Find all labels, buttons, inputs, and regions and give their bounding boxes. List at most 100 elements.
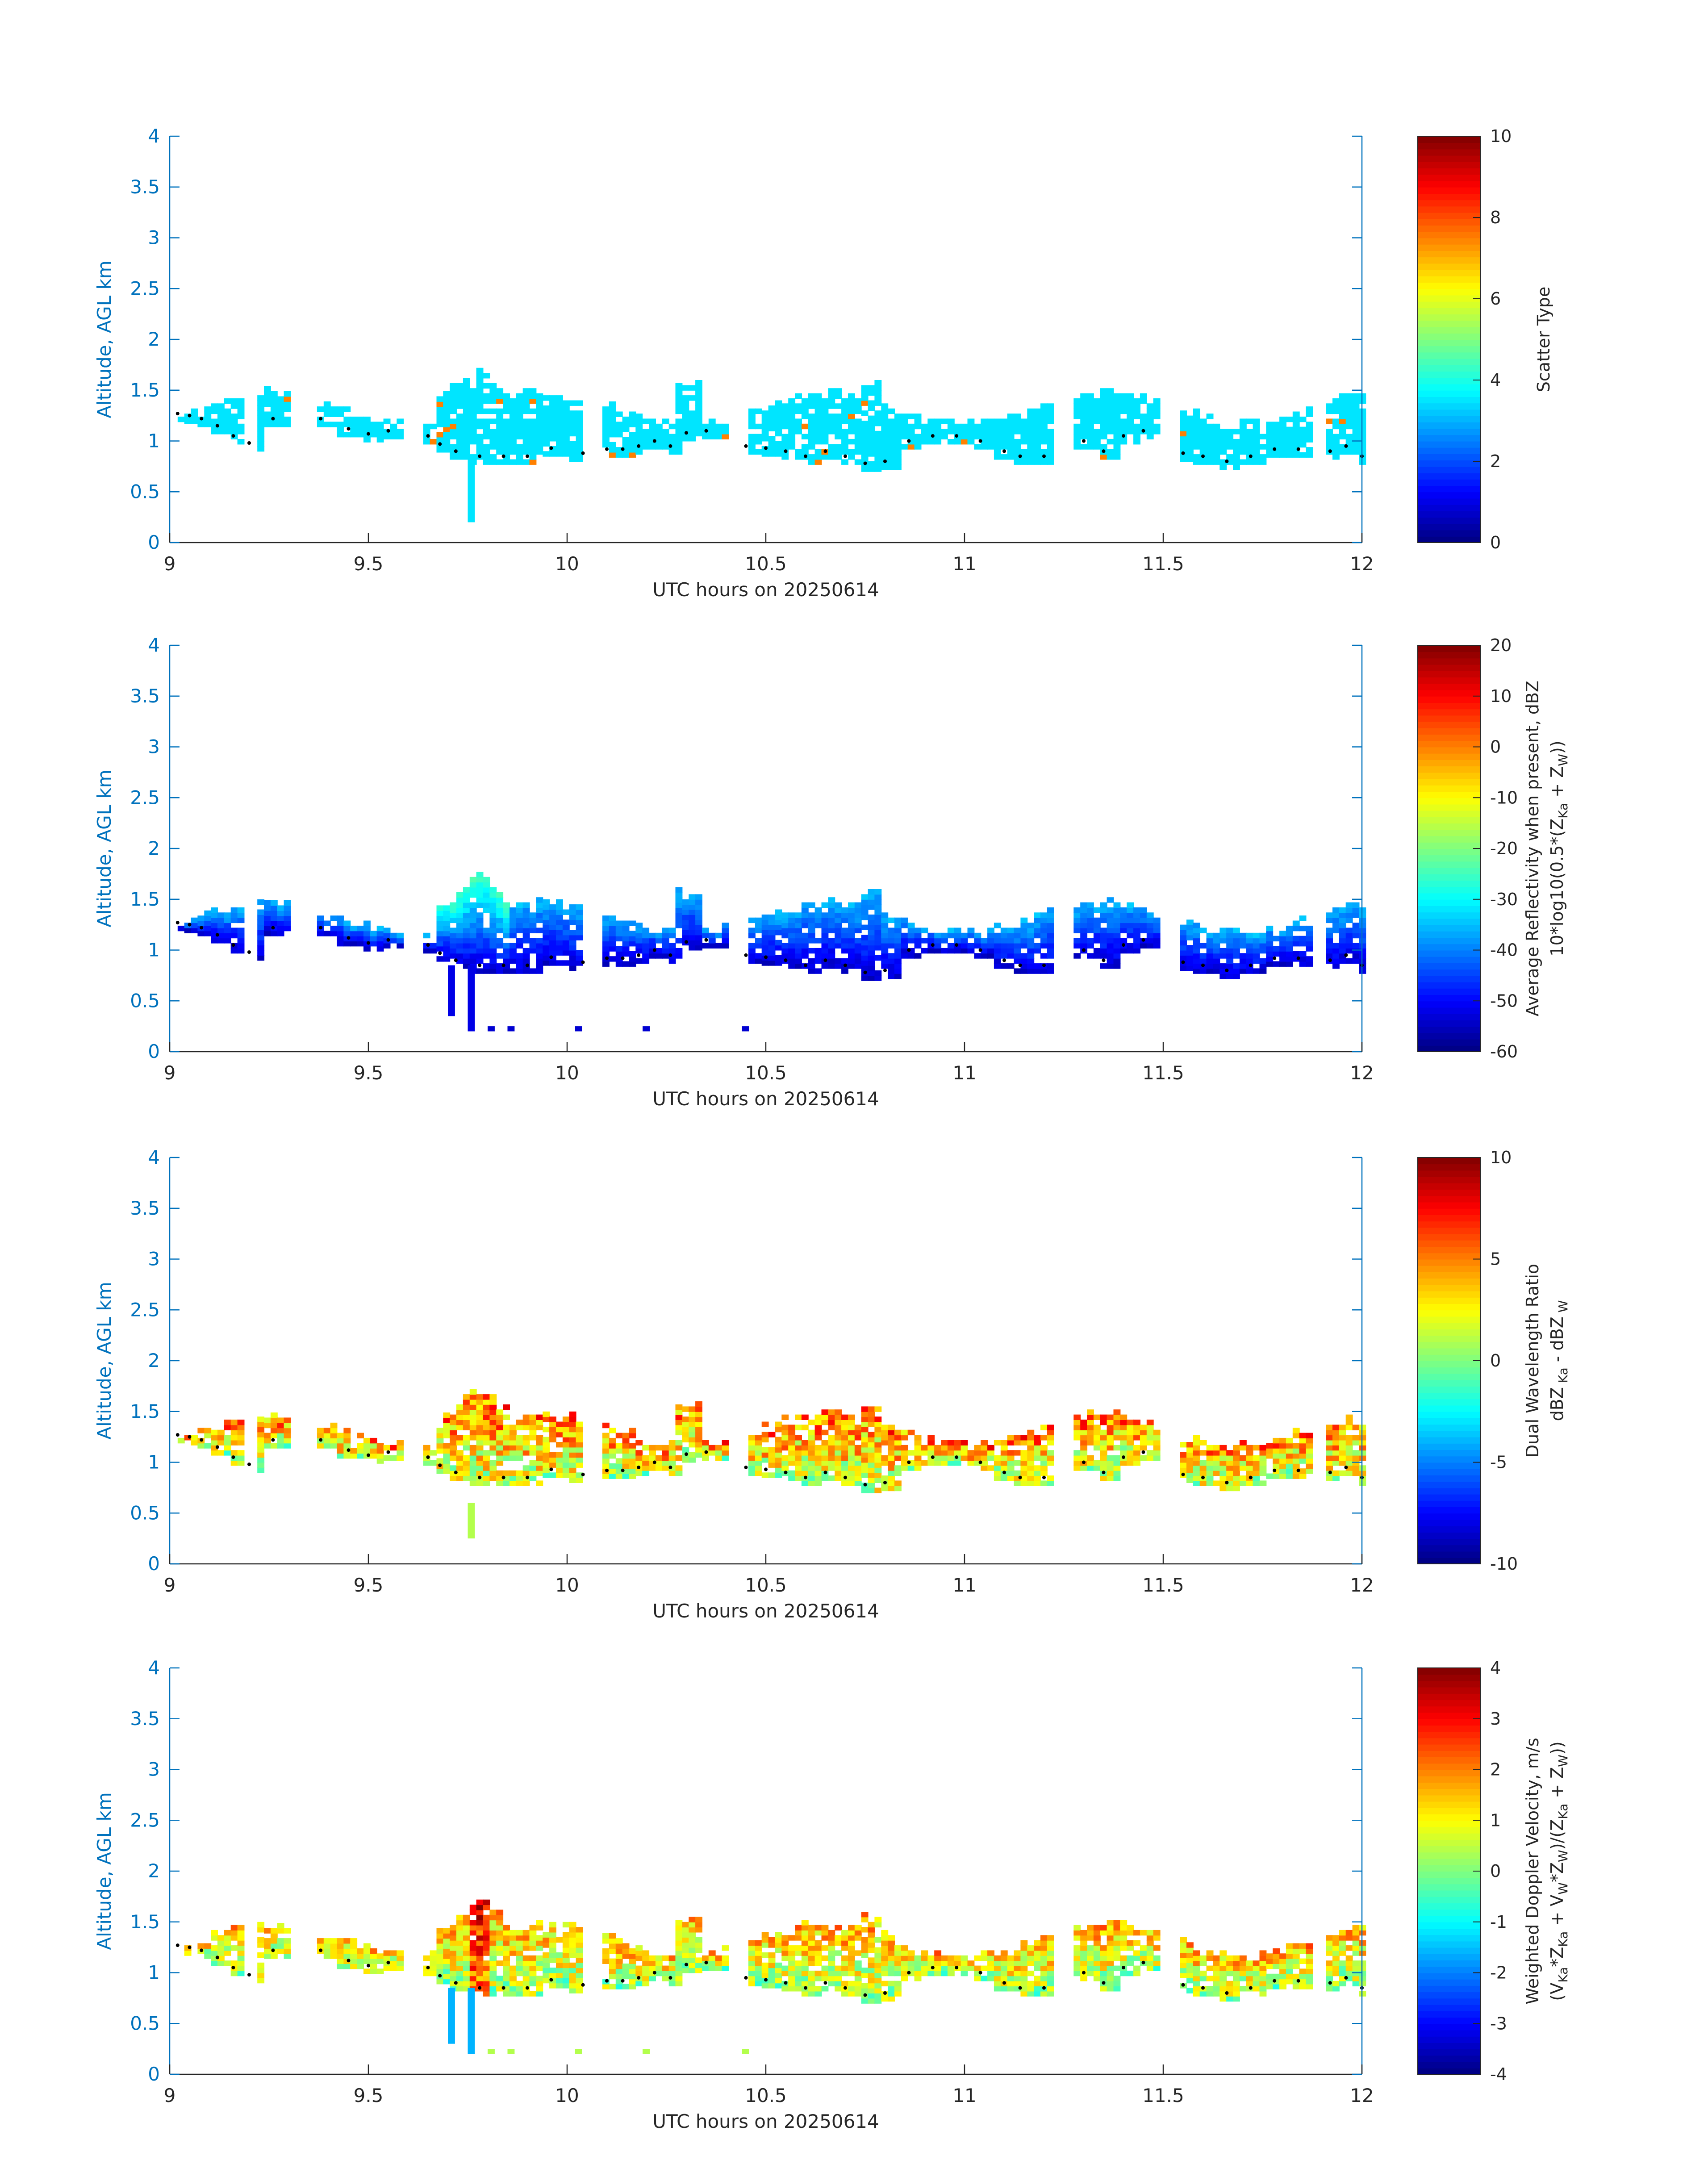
data-cell [881, 1425, 889, 1430]
data-cell [755, 1445, 762, 1451]
data-cell [476, 1965, 484, 1971]
data-cell [1180, 1452, 1187, 1458]
colorbar-segment [1418, 364, 1480, 372]
data-cell [1239, 938, 1247, 944]
data-cell [1213, 963, 1220, 969]
cloud-base-dot [685, 431, 688, 435]
data-cell [543, 1452, 550, 1458]
data-cell [496, 1930, 504, 1936]
data-cell [761, 1437, 769, 1442]
data-cell [343, 406, 351, 412]
data-cell [483, 1404, 490, 1410]
data-cell [629, 1433, 636, 1438]
data-cell [1100, 943, 1107, 949]
data-cell [675, 1970, 683, 1976]
data-cell [874, 385, 882, 391]
data-cell [881, 912, 889, 918]
data-cell [1273, 426, 1280, 432]
data-cell [350, 432, 358, 438]
data-cell [1140, 1425, 1147, 1430]
data-cell [503, 408, 510, 414]
data-cell [814, 398, 822, 404]
data-cell [237, 1960, 245, 1966]
data-cell [1299, 1448, 1307, 1454]
data-cell [562, 1977, 570, 1984]
data-cell [476, 953, 484, 959]
data-cell [363, 1968, 371, 1974]
data-cell [1040, 1425, 1048, 1430]
data-cell [1093, 444, 1101, 450]
data-cell [469, 1930, 477, 1936]
cloud-base-dot [1042, 454, 1046, 458]
data-cell [1206, 1480, 1214, 1486]
data-cell [270, 1428, 278, 1433]
data-cell [516, 403, 523, 409]
data-cell [1193, 948, 1200, 954]
data-cell [907, 938, 915, 944]
data-cell [848, 948, 855, 954]
data-cell [1226, 434, 1234, 439]
data-cell [1199, 1470, 1207, 1476]
data-cell [642, 1445, 650, 1451]
data-cell [1127, 1435, 1134, 1441]
data-cell [1359, 1440, 1366, 1446]
data-cell [1186, 1447, 1194, 1453]
data-cell [456, 902, 464, 908]
data-cell [615, 1473, 623, 1479]
data-cell [1253, 1480, 1260, 1486]
data-cell [576, 924, 583, 930]
data-cell [476, 1976, 484, 1981]
data-cell [1027, 938, 1035, 944]
data-cell [1186, 1452, 1194, 1458]
data-cell [868, 1467, 875, 1473]
data-cell [469, 1429, 477, 1436]
data-cell [443, 411, 451, 417]
data-cell [1213, 429, 1220, 435]
data-cell [450, 429, 457, 435]
data-cell [204, 422, 212, 427]
colorbar-segment [1418, 772, 1480, 779]
data-cell [788, 398, 796, 404]
data-cell [629, 1448, 636, 1454]
data-cell [350, 941, 358, 947]
data-cell [994, 948, 1001, 954]
data-cell [649, 423, 656, 430]
data-cell [489, 1470, 497, 1476]
data-cell [761, 1937, 769, 1943]
data-cell [270, 1433, 278, 1438]
data-cell [370, 422, 377, 427]
data-cell [861, 436, 869, 442]
data-cell [894, 418, 902, 424]
data-cell [1253, 454, 1260, 460]
data-cell [981, 943, 988, 949]
data-cell [689, 395, 696, 401]
data-cell [456, 439, 464, 445]
data-cell [821, 1465, 829, 1471]
data-cell [1180, 950, 1187, 956]
data-cell [397, 1455, 404, 1461]
data-cell [376, 437, 384, 443]
data-cell [483, 938, 490, 944]
data-cell [848, 1470, 855, 1476]
data-cell [204, 1948, 212, 1954]
data-cell [463, 932, 470, 939]
data-cell [1233, 963, 1240, 969]
data-cell [543, 1467, 550, 1473]
data-cell [562, 950, 570, 956]
data-cell [569, 1417, 576, 1422]
data-cell [662, 1955, 669, 1961]
cloud-base-dot [1181, 1472, 1185, 1476]
data-cell [1107, 917, 1114, 923]
data-cell [1120, 393, 1128, 399]
data-cell [463, 1935, 470, 1941]
data-cell [264, 386, 271, 392]
data-cell [1292, 1443, 1300, 1449]
data-cell [496, 923, 504, 928]
data-cell [642, 1955, 650, 1961]
data-cell [357, 1948, 364, 1954]
data-cell [1080, 912, 1088, 918]
data-cell [622, 452, 630, 458]
data-cell [1100, 902, 1107, 908]
data-cell [503, 923, 510, 928]
cloud-base-dot [549, 955, 553, 959]
